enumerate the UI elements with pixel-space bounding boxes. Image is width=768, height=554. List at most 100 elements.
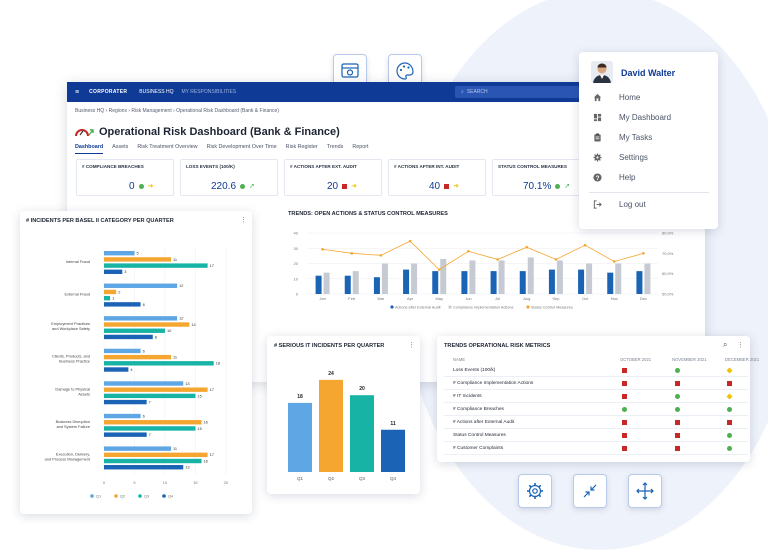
metrics-table: Loss Events (100/k) # Compliance Implemen… — [444, 364, 748, 456]
bar-q3 — [104, 295, 111, 301]
bar-q4 — [104, 367, 129, 372]
bar-q1 — [104, 316, 178, 321]
bar-actions-external-audit — [636, 271, 643, 294]
more-options-icon[interactable]: ⋮ — [240, 217, 247, 224]
bar-value-label: 24 — [328, 371, 334, 377]
bar-value-label: 6 — [143, 302, 145, 307]
status-red-square — [727, 420, 732, 425]
line-point — [467, 250, 470, 253]
dashboard-icon — [593, 113, 602, 122]
bar-q1 — [288, 402, 312, 472]
legend-label: Actions after External Audit — [395, 306, 442, 310]
legend-marker — [526, 305, 530, 309]
page-title: Operational Risk Dashboard (Bank & Finan… — [99, 126, 340, 138]
table-row[interactable]: Status Control Measures — [444, 429, 748, 442]
serious-panel-title: # SERIOUS IT INCIDENTS PER QUARTER — [274, 343, 385, 349]
kpi-value: 40 — [429, 181, 441, 192]
kpi-card-compliance-breaches[interactable]: # COMPLIANCE BREACHES 0 ➜ — [76, 159, 174, 196]
settings-cog-icon[interactable] — [518, 474, 552, 508]
search-placeholder: SEARCH — [466, 89, 488, 95]
x-tick-label: 5 — [133, 480, 136, 485]
bar-value-label: 2 — [118, 289, 120, 294]
y2-tick-label: 50.0% — [662, 292, 674, 297]
bar-compliance-actions — [440, 258, 447, 294]
line-point — [496, 258, 499, 261]
metric-name: Loss Events (100/k) — [453, 368, 496, 373]
menu-item-label: My Dashboard — [619, 113, 672, 122]
bar-q3 — [104, 426, 196, 431]
legend-marker — [138, 494, 142, 498]
bar-compliance-actions — [498, 260, 505, 294]
menu-item-settings[interactable]: Settings — [593, 153, 648, 162]
breadcrumb[interactable]: Business HQ › Regions › Risk Management … — [75, 108, 279, 114]
tab-report[interactable]: Report — [352, 144, 369, 150]
bar-actions-external-audit — [490, 271, 497, 294]
bar-actions-external-audit — [607, 272, 614, 294]
bar-actions-external-audit — [519, 271, 526, 294]
kpi-card-actions-int-audit[interactable]: # ACTIONS AFTER INT. AUDIT 40 ➜ — [388, 159, 486, 196]
menu-item-log-out[interactable]: Log out — [593, 200, 646, 209]
logout-icon — [593, 200, 602, 209]
bar-q1 — [104, 283, 178, 288]
metrics-panel: TRENDS OPERATIONAL RISK METRICS ⌕ ⋮ NAME… — [437, 336, 759, 462]
legend-marker — [90, 494, 94, 498]
table-row[interactable]: # Compliance Breaches — [444, 403, 748, 416]
bar-compliance-actions — [527, 257, 534, 294]
tab-trends[interactable]: Trends — [326, 144, 344, 150]
status-red-square — [622, 446, 627, 451]
category-label: Business Practice — [59, 359, 90, 364]
x-tick-label: Q2 — [328, 476, 335, 481]
kpi-card-actions-ext-audit[interactable]: # ACTIONS AFTER EXT. AUDIT 20 ➜ — [284, 159, 382, 196]
bar-value-label: 8 — [155, 334, 157, 339]
bar-value-label: 16 — [204, 420, 208, 425]
table-row[interactable]: # Actions after External Audit — [444, 416, 748, 429]
table-row[interactable]: # Customer Complaints — [444, 442, 748, 455]
move-arrows-icon[interactable] — [628, 474, 662, 508]
bar-compliance-actions — [352, 271, 359, 294]
bar-q1 — [104, 413, 141, 419]
y-tick-label: 0 — [296, 292, 299, 297]
profile-name[interactable]: David Walter — [621, 68, 676, 78]
menu-divider — [589, 192, 709, 193]
tab-assets[interactable]: Assets — [112, 144, 129, 150]
kpi-value: 70.1% — [523, 181, 552, 192]
table-row[interactable]: Loss Events (100/k) — [444, 364, 748, 377]
menu-item-my-tasks[interactable]: My Tasks — [593, 133, 652, 142]
line-point — [554, 258, 558, 261]
tab-risk-treatment-overview[interactable]: Risk Treatment Overview — [137, 144, 198, 150]
menu-item-label: My Tasks — [619, 133, 653, 142]
tab-risk-development-over-time[interactable]: Risk Development Over Time — [206, 144, 277, 150]
column-header: DECEMBER 2021 — [725, 357, 760, 362]
bar-value-label: 14 — [191, 322, 196, 327]
more-options-icon[interactable]: ⋮ — [408, 342, 415, 349]
hamburger-menu-icon[interactable]: ≡ — [75, 88, 80, 96]
menu-item-help[interactable]: ? Help — [593, 173, 635, 182]
status-green-dot — [675, 407, 680, 412]
search-input[interactable]: ⌕ SEARCH — [455, 86, 579, 98]
table-row[interactable]: # Compliance Implementation Actions — [444, 377, 748, 390]
x-tick-label: Dec — [640, 296, 647, 301]
bar-q4 — [104, 465, 184, 470]
line-point — [583, 243, 587, 247]
table-row[interactable]: # IT Incidents — [444, 390, 748, 403]
x-tick-label: Sep — [552, 296, 560, 301]
menu-item-home[interactable]: Home — [593, 93, 640, 102]
category-label: and Process Management — [45, 456, 91, 461]
kpi-card-status-control-measures[interactable]: STATUS CONTROL MEASURES 70.1% ➚ — [492, 159, 590, 196]
menu-item-my-dashboard[interactable]: My Dashboard — [593, 113, 671, 122]
collapse-arrows-icon[interactable] — [573, 474, 607, 508]
more-options-icon[interactable]: ⋮ — [737, 342, 744, 349]
tab-dashboard[interactable]: Dashboard — [75, 144, 104, 154]
avatar[interactable] — [591, 61, 613, 83]
bar-value-label: 12 — [179, 316, 183, 321]
menu-item-label: Home — [619, 93, 641, 102]
search-icon[interactable]: ⌕ — [723, 340, 728, 349]
tab-risk-register[interactable]: Risk Register — [285, 144, 318, 150]
nav-my-responsibilities[interactable]: MY RESPONSIBILITIES — [181, 89, 237, 95]
legend-marker — [114, 494, 118, 498]
brand-logo[interactable]: CORPORATER — [89, 89, 128, 95]
status-red-square — [727, 381, 732, 386]
kpi-card-loss-events[interactable]: LOSS EVENTS (100/K) 220.6 ➚ — [180, 159, 278, 196]
nav-business-hq[interactable]: BUSINESS HQ — [139, 89, 174, 95]
x-tick-label: Jun — [465, 296, 471, 301]
